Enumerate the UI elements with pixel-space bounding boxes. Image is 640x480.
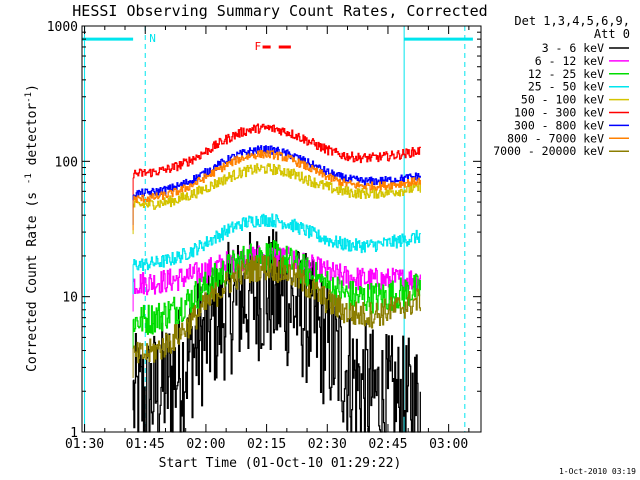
chart-title: HESSI Observing Summary Count Rates, Cor… bbox=[72, 2, 487, 20]
x-tick-label: 01:30 bbox=[65, 437, 104, 452]
series-line-2 bbox=[133, 240, 421, 335]
legend-header-line-1: Det 1,3,4,5,6,9, bbox=[514, 14, 630, 28]
legend-label-5: 100 - 300 keV bbox=[514, 106, 604, 120]
x-axis-label: Start Time (01-Oct-10 01:29:22) bbox=[159, 456, 402, 471]
legend-label-2: 12 - 25 keV bbox=[528, 67, 604, 81]
legend-label-1: 6 - 12 keV bbox=[535, 54, 604, 68]
series-line-8 bbox=[133, 255, 421, 364]
x-tick-label: 02:00 bbox=[186, 437, 225, 452]
night-marker-label: N bbox=[149, 32, 156, 45]
timestamp: 1-Oct-2010 03:19 bbox=[559, 467, 636, 476]
legend-label-6: 300 - 800 keV bbox=[514, 118, 604, 132]
legend-label-8: 7000 - 20000 keV bbox=[493, 144, 604, 158]
y-axis-label: Corrected Count Rate (s -1 detector-1) bbox=[24, 84, 40, 372]
legend-label-0: 3 - 6 keV bbox=[542, 41, 604, 55]
plot-layer: NF bbox=[82, 26, 473, 433]
series-line-0 bbox=[133, 229, 421, 433]
series-line-1 bbox=[133, 244, 421, 296]
series-line-3 bbox=[133, 213, 421, 272]
legend-label-3: 25 - 50 keV bbox=[528, 80, 604, 94]
axes-layer: 1 10 100 1000 01:30 01:45 02:00 02:15 02:30 02:45… bbox=[47, 20, 482, 452]
series-line-7 bbox=[133, 149, 421, 203]
series-line-5 bbox=[133, 123, 421, 179]
x-tick-label: 03:00 bbox=[429, 437, 468, 452]
x-tick-label: 02:30 bbox=[308, 437, 347, 452]
plot-frame bbox=[81, 25, 482, 433]
x-tick-label: 02:45 bbox=[368, 437, 407, 452]
legend-header-line-2: Att 0 bbox=[594, 27, 630, 41]
series-line-6 bbox=[133, 145, 421, 198]
legend-label-7: 800 - 7000 keV bbox=[507, 131, 604, 145]
x-tick-label: 01:45 bbox=[126, 437, 165, 452]
y-tick-label: 1 bbox=[70, 426, 78, 441]
flag-label: F bbox=[254, 40, 261, 53]
legend-label-4: 50 - 100 keV bbox=[521, 93, 604, 107]
x-tick-label: 02:15 bbox=[247, 437, 286, 452]
y-tick-label: 10 bbox=[62, 291, 78, 306]
y-tick-label: 1000 bbox=[47, 20, 78, 35]
y-tick-label: 100 bbox=[55, 155, 78, 170]
